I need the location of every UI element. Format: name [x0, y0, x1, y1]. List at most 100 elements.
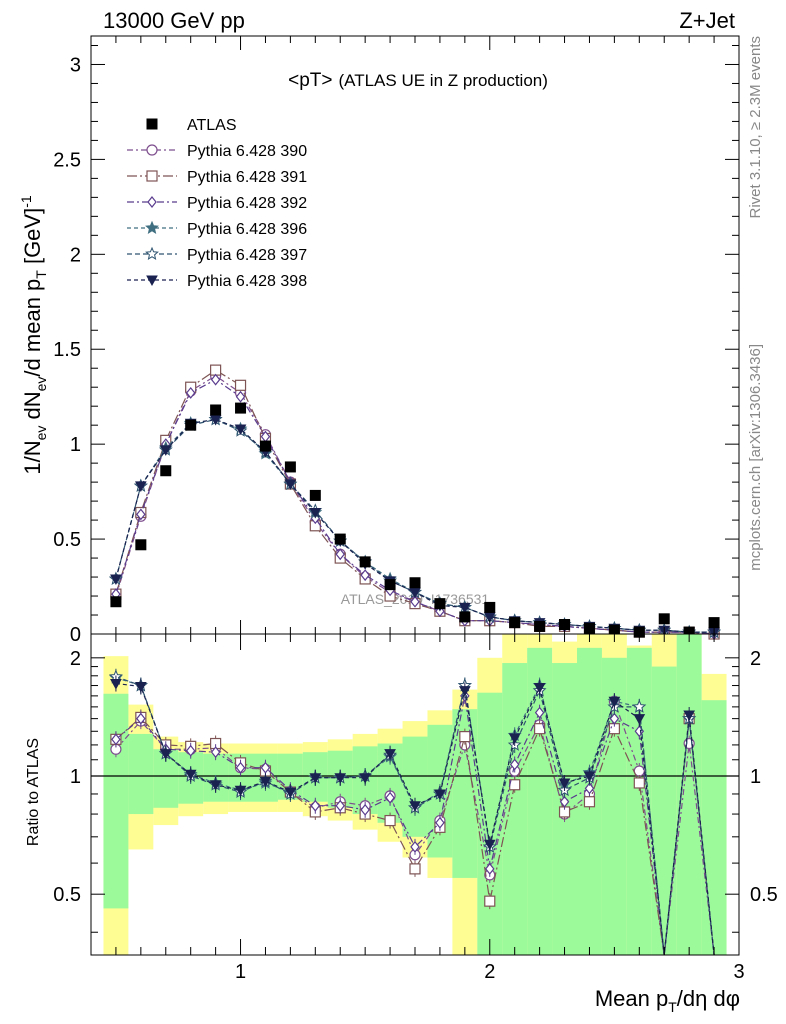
ratio-series-2-point — [260, 761, 271, 774]
data-point — [160, 465, 172, 477]
data-point — [534, 620, 546, 632]
ratio-series-5-point — [583, 771, 596, 783]
ratio-series-2-point — [485, 862, 495, 875]
ratio-panel: 0.5 0.5 1 1 2 2 1 2 3 — [53, 633, 778, 983]
main-series-2-point — [210, 373, 221, 386]
ratio-series-2-point — [435, 816, 445, 829]
ratio-series-1-point — [409, 863, 421, 875]
ratio-series-5-point — [284, 787, 297, 799]
data-point — [334, 533, 346, 545]
ratio-series-1-point — [583, 796, 596, 808]
ratio-series-2-point — [509, 758, 520, 771]
ratio-series-5-point — [159, 749, 172, 760]
ratio-series-5-point — [483, 839, 496, 851]
main-series-2-point — [136, 508, 146, 521]
data-point — [434, 598, 446, 610]
data-point — [658, 613, 670, 625]
stat-uncertainty-band — [128, 733, 154, 815]
legend-marker — [146, 144, 158, 156]
data-point — [284, 461, 296, 473]
data-point — [559, 619, 571, 631]
ratio-series-5-point — [184, 769, 197, 781]
main-series-1-point — [234, 379, 247, 391]
ratio-series-5-point — [309, 773, 322, 784]
xtick-label: 2 — [484, 961, 495, 983]
ratio-series-5-point — [633, 714, 646, 725]
data-point — [259, 440, 271, 452]
ratio-series-1-point — [384, 814, 396, 827]
main-series-1-point — [210, 364, 222, 376]
ratio-series-5-point — [384, 749, 396, 760]
main-ytick-label: 3 — [70, 54, 81, 76]
ratio-series-5-point — [209, 780, 222, 791]
legend-marker — [146, 118, 158, 130]
ratio-series-5-point — [259, 776, 272, 788]
ratio-series-5-point — [434, 789, 446, 801]
ratio-series-2-point — [111, 733, 121, 746]
ratio-series-5-point — [234, 785, 247, 797]
xtick-label: 3 — [733, 961, 744, 983]
xtick-label: 1 — [235, 961, 246, 983]
data-point — [708, 617, 720, 629]
ratio-ytick-label: 0.5 — [53, 884, 81, 906]
rivet-label: Rivet 3.1.10, ≥ 2.3M events — [747, 36, 764, 219]
stat-uncertainty-band — [103, 693, 129, 909]
ratio-series-2-point — [310, 799, 321, 812]
stat-uncertainty-band — [527, 647, 553, 955]
ratio-series-5-point — [458, 686, 471, 697]
data-point — [459, 611, 471, 623]
ratio-series-2-point — [534, 706, 545, 719]
ratio-ytick-label: 1 — [70, 766, 81, 788]
main-ytick-label: 2 — [70, 244, 81, 266]
data-point — [210, 404, 222, 416]
stat-uncertainty-band — [701, 700, 727, 955]
main-ytick-label: 0 — [70, 624, 81, 646]
ratio-series-2-point — [410, 840, 420, 853]
x-axis-label: Mean pT/dη dφ — [595, 986, 740, 1015]
data-point — [135, 539, 147, 551]
legend-label: ATLAS — [187, 117, 237, 134]
data-point — [359, 556, 371, 568]
data-point — [409, 577, 421, 589]
main-series-2-point — [410, 595, 420, 608]
ratio-series-2-point — [136, 712, 146, 725]
main-series-5-point — [284, 479, 297, 491]
chart-title-sub: (ATLAS UE in Z production) — [338, 71, 547, 90]
process-label: Z+Jet — [679, 8, 735, 33]
data-point — [235, 402, 247, 414]
mcplots-label: mcplots.cern.ch [arXiv:1306.3436] — [747, 344, 764, 571]
data-point — [185, 419, 197, 431]
ratio-series-5-point — [359, 773, 372, 784]
ratio-series-2-point — [210, 746, 221, 759]
ratio-series-1-point — [484, 895, 496, 907]
ratio-series-2-point — [185, 744, 196, 757]
main-ytick-label: 0.5 — [53, 529, 81, 551]
main-series-5-point — [159, 445, 172, 456]
main-ylabel: 1/Nev dNev/d mean pT [GeV]-1 — [18, 195, 49, 475]
ratio-series-1-point — [459, 731, 471, 743]
main-series-2-point — [185, 386, 196, 399]
ratio-ytick-label-right: 2 — [750, 648, 761, 670]
ratio-series-2-point — [609, 712, 620, 725]
ratio-series-5-point — [508, 733, 521, 744]
legend-label: Pythia 6.428 397 — [187, 247, 307, 264]
ratio-series-5-point — [608, 696, 621, 708]
main-series-5-point — [458, 602, 471, 614]
ratio-series-5-point — [334, 773, 347, 784]
ratio-series-5-point — [683, 710, 696, 722]
ratio-ytick-label-right: 0.5 — [750, 884, 778, 906]
data-point — [484, 601, 496, 613]
ratio-series-5-point — [409, 801, 421, 812]
legend-label: Pythia 6.428 398 — [187, 273, 307, 290]
ratio-series-2-point — [559, 795, 570, 808]
ratio-series-5-point — [558, 778, 571, 789]
legend-marker — [145, 220, 159, 234]
main-ytick-label: 1.5 — [53, 339, 81, 361]
legend-marker — [146, 275, 158, 287]
energy-label: 13000 GeV pp — [103, 8, 245, 33]
ratio-series-2-point — [360, 803, 370, 816]
main-series-5-point — [309, 508, 322, 519]
chart-title-main: <pT> — [288, 70, 332, 91]
ratio-series-5-point — [134, 682, 147, 693]
